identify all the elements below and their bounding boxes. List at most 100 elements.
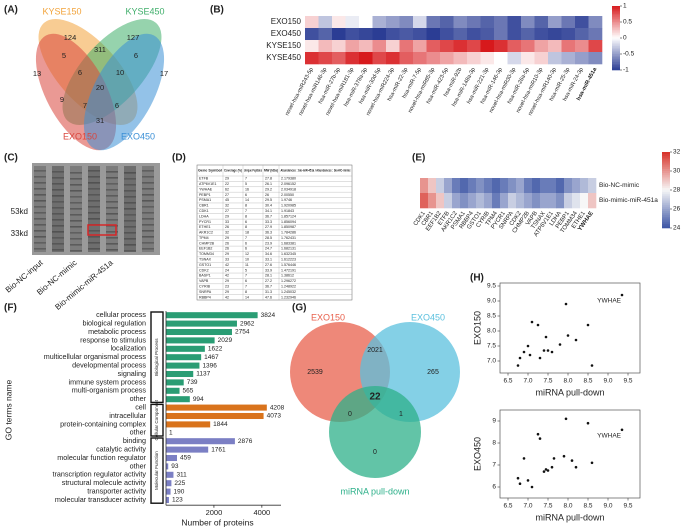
heatmap-cell bbox=[480, 16, 495, 29]
gel-band bbox=[70, 232, 82, 234]
table-cell: 2.034918 bbox=[281, 187, 296, 191]
table-cell: 8 bbox=[245, 214, 247, 218]
colorbar-segment bbox=[612, 41, 620, 44]
gel-band bbox=[106, 171, 118, 173]
colorbar-segment bbox=[662, 172, 670, 176]
plot-frame bbox=[499, 282, 641, 374]
point bbox=[542, 470, 546, 473]
heatmap-cell bbox=[467, 40, 481, 53]
gel-band bbox=[88, 176, 100, 178]
table-cell: 11 bbox=[245, 263, 249, 267]
colorbar-segment bbox=[612, 10, 620, 13]
table-cell: 7 bbox=[245, 209, 247, 213]
venn-set-label: miRNA pull-down bbox=[340, 486, 409, 496]
table-cell: 10 bbox=[245, 258, 249, 262]
gel-band bbox=[106, 213, 118, 215]
y-tick-label: 8.0 bbox=[487, 328, 496, 335]
category-label: molecular transducer activity bbox=[55, 495, 146, 504]
value-label: 2754 bbox=[235, 329, 250, 336]
value-label: 311 bbox=[176, 472, 187, 479]
table-cell: 33 bbox=[225, 258, 229, 262]
bar bbox=[166, 496, 169, 504]
heatmap-cell bbox=[480, 28, 495, 41]
table-cell: 32 bbox=[225, 204, 229, 208]
heatmap-cell bbox=[399, 16, 414, 29]
colorbar-segment bbox=[612, 15, 620, 18]
gel-band bbox=[52, 195, 64, 197]
value-label: 739 bbox=[187, 379, 198, 386]
point bbox=[558, 343, 562, 346]
heatmap-cell bbox=[428, 193, 437, 209]
gel-band bbox=[124, 244, 136, 246]
heatmap-cell bbox=[372, 28, 387, 41]
heatmap-cell bbox=[428, 178, 437, 194]
colorbar-segment bbox=[612, 68, 620, 71]
category-label: localization bbox=[110, 344, 146, 353]
colorbar-tick-label: 24 bbox=[673, 225, 681, 232]
heatmap-cell bbox=[452, 178, 461, 194]
colorbar-segment bbox=[662, 165, 670, 168]
gel-band bbox=[34, 194, 46, 196]
colorbar-segment bbox=[662, 184, 670, 187]
colorbar-segment bbox=[662, 222, 670, 225]
heatmap-cell bbox=[467, 52, 481, 65]
point bbox=[544, 335, 548, 339]
value-label: 123 bbox=[172, 497, 183, 504]
heatmap-cell bbox=[588, 178, 597, 194]
colorbar-segment bbox=[612, 33, 620, 36]
gel-band bbox=[88, 170, 100, 172]
value-label: 2876 bbox=[238, 438, 253, 445]
table-cell: 42 bbox=[225, 295, 229, 299]
value-label: 3824 bbox=[261, 312, 276, 319]
heatmap-cell bbox=[500, 178, 509, 194]
gel-band bbox=[142, 236, 154, 238]
table-cell: 7 bbox=[245, 284, 247, 288]
heatmap-cell bbox=[534, 28, 549, 41]
colorbar-segment bbox=[612, 38, 620, 40]
heatmap-cell bbox=[507, 52, 522, 65]
gel-band bbox=[106, 243, 118, 245]
heatmap-cell bbox=[318, 52, 333, 65]
heatmap-cell bbox=[548, 40, 562, 53]
table-cell: CDK2 bbox=[199, 268, 209, 272]
table-cell: RBBP4 bbox=[199, 295, 211, 299]
x-tick-label: 8.5 bbox=[583, 503, 592, 510]
heatmap-cell bbox=[305, 40, 319, 53]
heatmap-cell bbox=[399, 40, 414, 53]
value-label: 565 bbox=[183, 388, 194, 395]
gel-band bbox=[34, 242, 46, 244]
table-cell: 36.3 bbox=[265, 231, 272, 235]
heatmap-cell bbox=[521, 52, 535, 65]
venn-count: 1 bbox=[399, 411, 403, 418]
table-cell: 34.6 bbox=[265, 252, 272, 256]
gel-band bbox=[70, 172, 82, 174]
heatmap-cell bbox=[318, 40, 333, 53]
row-label: EXO150 bbox=[271, 17, 302, 26]
heatmap-cell bbox=[345, 40, 360, 53]
colorbar-segment bbox=[612, 42, 620, 45]
x-tick-label: 7.0 bbox=[523, 378, 532, 385]
point bbox=[550, 465, 554, 469]
colorbar-segment bbox=[662, 203, 670, 206]
heatmap-cell bbox=[386, 40, 400, 53]
gel-band bbox=[88, 194, 100, 196]
point bbox=[516, 476, 520, 480]
gel-band bbox=[88, 212, 100, 214]
table-cell: CHMP2B bbox=[199, 241, 215, 245]
gel-band bbox=[124, 232, 136, 234]
table-cell: 12 bbox=[245, 252, 249, 256]
venn-count: 2021 bbox=[367, 347, 383, 354]
gel-band bbox=[52, 225, 64, 227]
gel-lane bbox=[142, 166, 154, 252]
colorbar-segment bbox=[662, 193, 670, 196]
gel-band bbox=[124, 226, 136, 228]
table-cell: 16 bbox=[245, 187, 249, 191]
gel-band bbox=[106, 189, 118, 191]
table-cell: 1.38612 bbox=[281, 274, 294, 278]
point bbox=[538, 437, 542, 440]
heatmap-cell bbox=[453, 40, 468, 53]
bar bbox=[166, 480, 172, 487]
colorbar-segment bbox=[612, 46, 620, 48]
colorbar-segment bbox=[612, 34, 620, 37]
